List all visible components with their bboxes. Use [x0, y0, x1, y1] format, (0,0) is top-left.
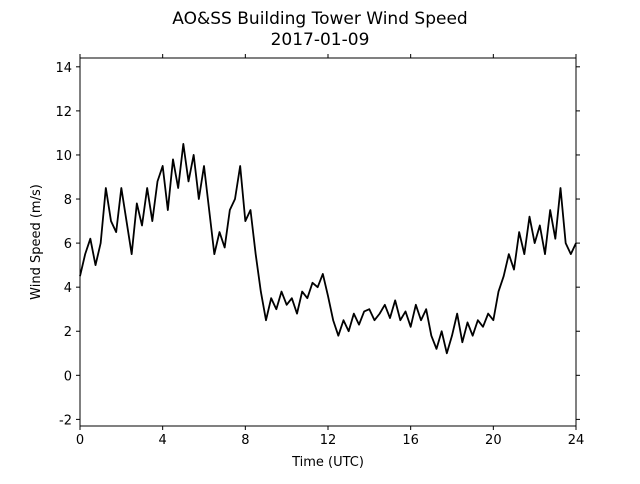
data-line [79, 143, 577, 355]
x-tick-label: 24 [568, 433, 585, 448]
chart-title: AO&SS Building Tower Wind Speed [172, 9, 467, 29]
y-tick-label: 4 [64, 281, 72, 296]
x-tick-label: 4 [159, 433, 167, 448]
y-tick-label: 12 [55, 105, 72, 120]
chart-subtitle: 2017-01-09 [271, 30, 370, 50]
y-tick-label: 0 [64, 369, 72, 384]
y-tick-label: 6 [64, 237, 72, 252]
y-tick-label: -2 [59, 413, 72, 428]
y-tick-label: 14 [55, 61, 72, 76]
plot-frame [79, 57, 577, 427]
y-axis-label: Wind Speed (m/s) [29, 184, 44, 300]
x-tick-label: 20 [485, 433, 502, 448]
x-axis-label: Time (UTC) [291, 455, 364, 470]
x-tick-label: 8 [241, 433, 249, 448]
x-tick-label: 16 [402, 433, 419, 448]
y-tick-label: 2 [64, 325, 72, 340]
y-tick-label: 10 [55, 149, 72, 164]
x-tick-label: 12 [320, 433, 337, 448]
x-tick-label: 0 [76, 433, 84, 448]
y-tick-label: 8 [64, 193, 72, 208]
